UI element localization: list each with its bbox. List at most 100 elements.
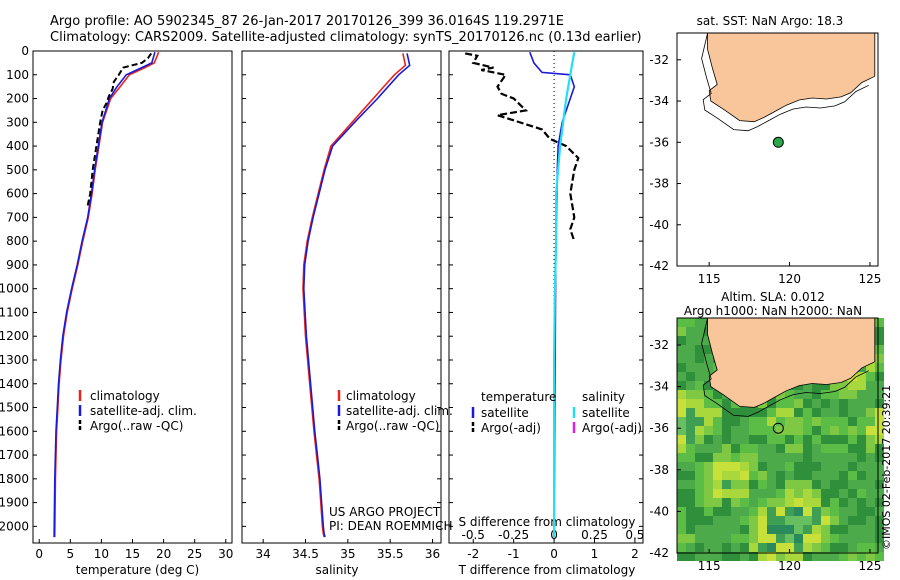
temp-series-line xyxy=(53,51,156,538)
temp-xtick-label: 20 xyxy=(156,547,171,561)
map-sla-heat-cell xyxy=(875,318,884,327)
depth-tick-label: 700 xyxy=(6,210,29,224)
map-sla-heat-cell xyxy=(713,534,722,543)
map-sla-heat-cell xyxy=(713,525,722,534)
map-sst-title: sat. SST: NaN Argo: 18.3 xyxy=(697,14,844,28)
map-sla-heat-cell xyxy=(857,489,866,498)
map-sla-heat-cell xyxy=(812,552,821,561)
timestamp-stamp: ©IMOS 02-Feb-2017 20:39:21 xyxy=(880,384,893,550)
depth-tick-label: 1000 xyxy=(0,282,29,296)
map-sla-heat-cell xyxy=(875,327,884,336)
map-sla-heat-cell xyxy=(839,534,848,543)
map-sla-heat-cell xyxy=(857,516,866,525)
map-sla-heat-cell xyxy=(848,516,857,525)
diff-sal-tick-label: 0.25 xyxy=(581,528,608,542)
map-sla-heat-cell xyxy=(776,534,785,543)
map-sla-heat-cell xyxy=(821,417,830,426)
map-sla-heat-cell xyxy=(821,507,830,516)
map-sla-heat-cell xyxy=(767,453,776,462)
map-sla-heat-cell xyxy=(848,381,857,390)
map-sla-heat-cell xyxy=(785,507,794,516)
map-sla-heat-cell xyxy=(686,444,695,453)
map-sla-heat-cell xyxy=(875,462,884,471)
map-sla-heat-cell xyxy=(704,354,713,363)
map-sla-heat-cell xyxy=(740,480,749,489)
map-sla-heat-cell xyxy=(713,453,722,462)
map-sla-heat-cell xyxy=(839,516,848,525)
map-sla-heat-cell xyxy=(749,480,758,489)
map-sla-heat-cell xyxy=(875,498,884,507)
map-sla-heat-cell xyxy=(731,462,740,471)
map-sla-heat-cell xyxy=(875,408,884,417)
map-sla-heat-cell xyxy=(713,480,722,489)
map-sla-heat-cell xyxy=(776,462,785,471)
map-sla-heat-cell xyxy=(803,399,812,408)
map-sla-heat-cell xyxy=(794,462,803,471)
map-sla-heat-cell xyxy=(758,480,767,489)
map-sla-heat-cell xyxy=(857,390,866,399)
map-sla-heat-cell xyxy=(695,525,704,534)
map-sla-heat-cell xyxy=(695,381,704,390)
map-sla-heat-cell xyxy=(695,372,704,381)
map-sla-heat-cell xyxy=(875,381,884,390)
map-sla-heat-cell xyxy=(677,489,686,498)
diff-legend-label: Argo(-adj) xyxy=(481,421,541,435)
map-sla-heat-cell xyxy=(830,516,839,525)
map-sla-heat-cell xyxy=(857,552,866,561)
map-sla-heat-cell xyxy=(713,471,722,480)
map-sla-heat-cell xyxy=(866,507,875,516)
map-sla-frame xyxy=(676,317,879,554)
map-sla-heat-cell xyxy=(686,480,695,489)
map-sla-heat-cell xyxy=(758,534,767,543)
map-sla-heat-cell xyxy=(731,543,740,552)
map-sla-heat-cell xyxy=(857,426,866,435)
map-sla-heat-cell xyxy=(803,525,812,534)
map-sla-heat-cell xyxy=(857,381,866,390)
map-sla-heat-cell xyxy=(749,417,758,426)
map-sla-heat-cell xyxy=(776,408,785,417)
map-sla-heat-cell xyxy=(695,417,704,426)
map-sla-heat-cell xyxy=(695,489,704,498)
map-sla-heat-cell xyxy=(812,480,821,489)
depth-tick-label: 1900 xyxy=(0,496,29,510)
map-sla-heat-cell xyxy=(740,462,749,471)
map-sla-heat-cell xyxy=(686,543,695,552)
map-sla-heat-cell xyxy=(686,327,695,336)
map-sla-heat-cell xyxy=(794,435,803,444)
map-sla-heat-cell xyxy=(704,444,713,453)
map-sla-heat-cell xyxy=(794,498,803,507)
map-sla-heat-cell xyxy=(695,444,704,453)
map-sla-heat-cell xyxy=(830,381,839,390)
map-sla-heat-cell xyxy=(722,480,731,489)
map-sla-heat-cell xyxy=(794,516,803,525)
depth-tick-label: 600 xyxy=(6,187,29,201)
map-sla-heat-cell xyxy=(821,498,830,507)
sal-legend-label: Argo(..raw -QC) xyxy=(346,419,439,433)
map-sla-heat-cell xyxy=(704,471,713,480)
map-sla-heat-cell xyxy=(713,516,722,525)
map-sla-heat-cell xyxy=(704,507,713,516)
map-sla-heat-cell xyxy=(749,489,758,498)
map-sla-heat-cell xyxy=(749,534,758,543)
map-sla-heat-cell xyxy=(740,471,749,480)
map-sla-heat-cell xyxy=(704,426,713,435)
map-sla-heat-cell xyxy=(794,480,803,489)
map-sla-heat-cell xyxy=(794,552,803,561)
map-sla-heat-cell xyxy=(857,525,866,534)
diff-sal-tick-label: 0.5 xyxy=(625,528,644,542)
map-sla-heat-cell xyxy=(776,489,785,498)
map-sla-heat-cell xyxy=(713,417,722,426)
map-sla-heat-cell xyxy=(866,552,875,561)
map-sla-heat-cell xyxy=(794,426,803,435)
map-sla-heat-cell xyxy=(677,372,686,381)
map-sla-heat-cell xyxy=(857,498,866,507)
map-sla-heat-cell xyxy=(686,462,695,471)
depth-tick-label: 1200 xyxy=(0,329,29,343)
map-sla-heat-cell xyxy=(803,462,812,471)
map-sla-heat-cell xyxy=(812,462,821,471)
map-sla-heat-cell xyxy=(677,390,686,399)
map-sla-heat-cell xyxy=(794,489,803,498)
map-sla-heat-cell xyxy=(704,534,713,543)
map-sla-heat-cell xyxy=(758,498,767,507)
